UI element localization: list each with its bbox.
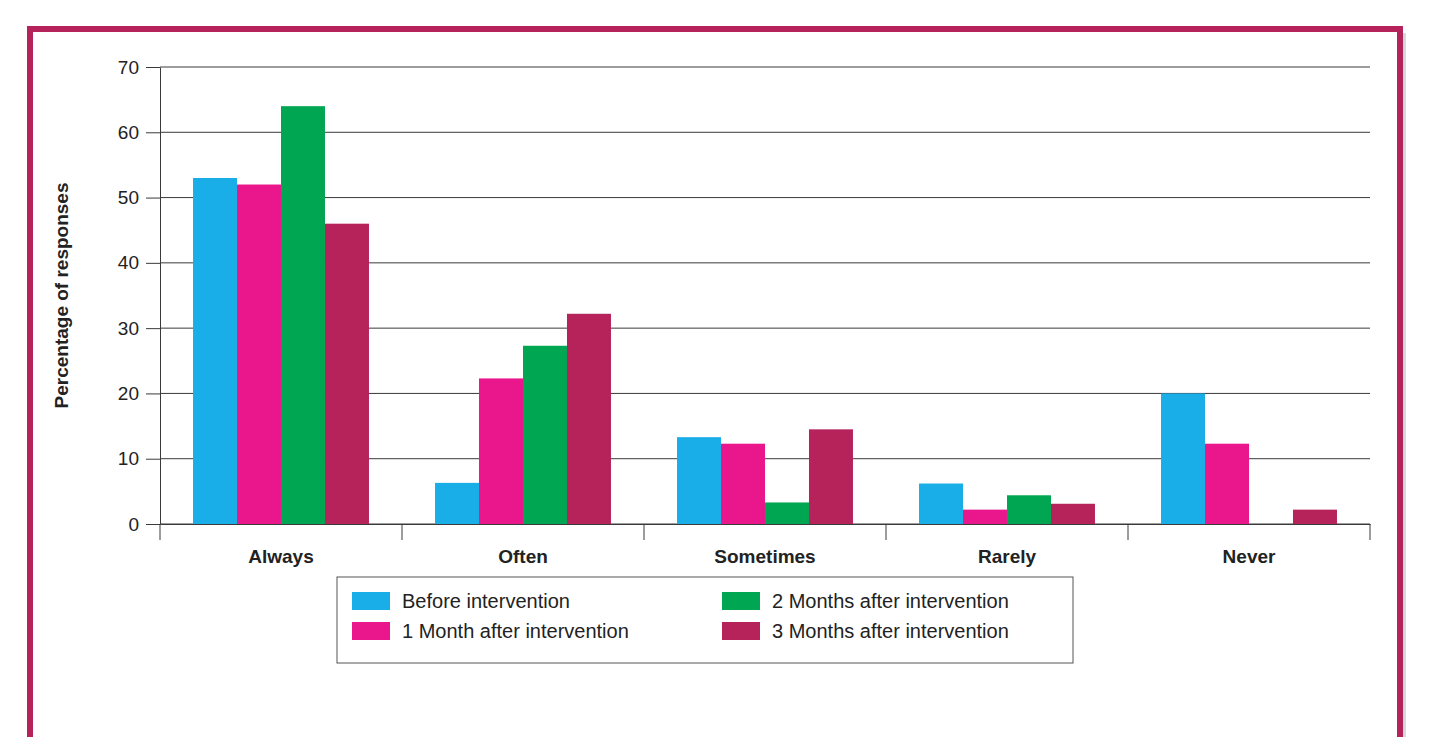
category-separator (160, 524, 161, 540)
y-axis-line (160, 68, 161, 525)
legend-item: 1 Month after intervention (352, 620, 629, 642)
x-tick: Sometimes (714, 524, 815, 567)
legend-label: 1 Month after intervention (402, 620, 629, 642)
grid-line (160, 197, 1370, 198)
y-tick: 40 (118, 252, 160, 273)
legend-label: 2 Months after intervention (772, 590, 1009, 612)
legend-item: 3 Months after intervention (722, 620, 1009, 642)
x-tick: Rarely (978, 524, 1037, 567)
chart: 0 10 20 30 40 50 60 70 Percentage of responses Al… (0, 0, 1436, 737)
category-separators (160, 524, 1370, 540)
y-tick-mark (146, 198, 160, 199)
y-axis: 0 10 20 30 40 50 60 70 (118, 57, 161, 535)
x-tick-label: Never (1223, 546, 1276, 567)
y-tick-mark (146, 132, 160, 133)
y-tick: 20 (118, 383, 160, 404)
y-tick-label: 70 (118, 57, 139, 78)
bar (1161, 393, 1205, 524)
y-tick-label: 50 (118, 187, 139, 208)
bar (523, 346, 567, 524)
bar (1249, 524, 1293, 525)
y-tick-mark (146, 67, 160, 68)
y-tick-label: 20 (118, 383, 139, 404)
category-separator (644, 524, 645, 540)
y-tick-mark (146, 459, 160, 460)
y-tick-label: 40 (118, 252, 139, 273)
legend-label: 3 Months after intervention (772, 620, 1009, 642)
y-tick: 60 (118, 122, 160, 143)
grid-line (160, 132, 1370, 133)
bar (765, 502, 809, 524)
bars (193, 106, 1337, 524)
y-tick: 70 (118, 57, 160, 78)
bar (809, 429, 853, 524)
bar (1293, 510, 1337, 524)
series (237, 185, 1249, 524)
legend-swatch (722, 622, 760, 640)
series (325, 224, 1337, 524)
x-tick: Never (1223, 524, 1276, 567)
y-tick: 30 (118, 318, 160, 339)
bar (567, 314, 611, 524)
x-tick-label: Sometimes (714, 546, 815, 567)
legend-item: 2 Months after intervention (722, 590, 1009, 612)
category-separator (886, 524, 887, 540)
y-tick-mark (146, 328, 160, 329)
x-tick-label: Often (498, 546, 548, 567)
bar (1051, 504, 1095, 524)
legend-item: Before intervention (352, 590, 570, 612)
legend-swatch (722, 592, 760, 610)
legend-label: Before intervention (402, 590, 570, 612)
series (193, 178, 1205, 524)
grid (160, 67, 1370, 524)
legend-swatch (352, 592, 390, 610)
y-tick: 0 (128, 514, 160, 535)
x-axis: Always Often Sometimes Rarely Never (161, 524, 1371, 567)
bar (435, 483, 479, 524)
y-tick-label: 10 (118, 448, 139, 469)
grid-line (160, 67, 1370, 68)
bar (919, 484, 963, 524)
bar (677, 437, 721, 524)
category-separator (1128, 524, 1129, 540)
bar (963, 510, 1007, 524)
x-tick-label: Always (248, 546, 313, 567)
bar (1007, 495, 1051, 524)
bar (721, 444, 765, 524)
x-tick-label: Rarely (978, 546, 1037, 567)
y-tick-label: 0 (128, 514, 139, 535)
bar (281, 106, 325, 524)
y-tick-mark (146, 393, 160, 394)
y-axis-title: Percentage of responses (51, 183, 72, 409)
x-tick: Often (498, 524, 548, 567)
bar (193, 178, 237, 524)
legend-box (337, 577, 1073, 663)
y-tick: 10 (118, 448, 160, 469)
y-tick-label: 60 (118, 122, 139, 143)
bar (237, 185, 281, 524)
legend-swatch (352, 622, 390, 640)
y-tick-mark (146, 263, 160, 264)
frame (30, 29, 1400, 737)
x-axis-line (161, 524, 1371, 525)
category-separator (402, 524, 403, 540)
legend: Before intervention 1 Month after interve… (337, 577, 1073, 663)
series (281, 106, 1051, 524)
y-tick: 50 (118, 187, 160, 208)
bar (479, 378, 523, 524)
bar (325, 224, 369, 524)
bar (1205, 444, 1249, 524)
category-separator (1370, 524, 1371, 540)
y-tick-label: 30 (118, 318, 139, 339)
x-tick: Always (248, 524, 313, 567)
y-tick-mark (146, 524, 160, 525)
